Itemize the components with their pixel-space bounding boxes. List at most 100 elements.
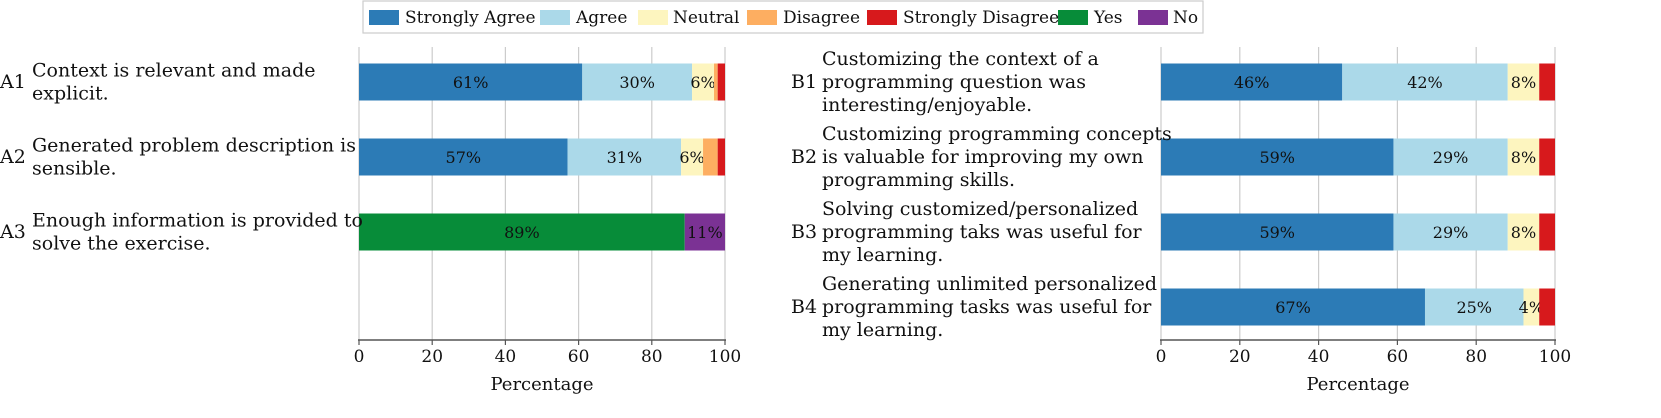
data-label-b2-strongly-agree: 59% (1259, 148, 1295, 167)
x-tick-label-a-80: 80 (641, 347, 663, 367)
row-id-a3: A3 (0, 221, 26, 243)
bar-b4-strongly-agree (1161, 288, 1425, 326)
row-id-b3: B3 (791, 221, 817, 243)
row-label-a2-line-1: Generated problem description is (32, 135, 356, 157)
bar-b1-strongly-disagree (1539, 63, 1555, 101)
legend-label-strongly-disagree: Strongly Disagree (903, 8, 1059, 28)
data-label-b4-strongly-agree: 67% (1275, 298, 1311, 317)
row-label-b4-line-3: my learning. (822, 319, 943, 341)
bar-b2-strongly-disagree (1539, 138, 1555, 176)
bar-a2-neutral (681, 138, 704, 176)
row-label-a3-line-1: Enough information is provided to (32, 210, 363, 232)
data-label-a2-agree: 31% (607, 148, 643, 167)
row-label-b3-line-3: my learning. (822, 244, 943, 266)
row-id-b4: B4 (791, 296, 817, 318)
bar-b2-strongly-agree (1161, 138, 1394, 176)
data-label-a1-strongly-agree: 61% (453, 73, 489, 92)
row-label-b1-line-2: programming question was (822, 71, 1086, 93)
legend-swatch-disagree (747, 10, 777, 25)
x-axis-title-a: Percentage (490, 374, 593, 395)
legend-label-no: No (1173, 8, 1198, 28)
bar-b3-strongly-agree (1161, 213, 1394, 251)
x-tick-label-a-20: 20 (421, 347, 443, 367)
bar-a2-strongly-disagree (717, 138, 725, 176)
legend-label-agree: Agree (575, 8, 627, 28)
row-id-b2: B2 (791, 146, 817, 168)
legend-swatch-strongly-agree (369, 10, 399, 25)
data-label-b2-agree: 29% (1433, 148, 1469, 167)
data-label-b4-agree: 25% (1456, 298, 1492, 317)
data-label-b3-agree: 29% (1433, 223, 1469, 242)
bar-a2-disagree (703, 138, 718, 176)
bar-a2-agree (567, 138, 682, 176)
data-label-b1-agree: 42% (1407, 73, 1443, 92)
x-tick-label-a-100: 100 (709, 347, 741, 367)
legend-label-disagree: Disagree (783, 8, 860, 28)
chart-panel-a: 0 20 40 60 80 100 Percentage 61% 30% 6% A1 Context … (0, 47, 741, 395)
row-label-b3-line-1: Solving customized/personalized (822, 198, 1138, 220)
x-tick-label-b-80: 80 (1465, 347, 1487, 367)
row-label-a1-line-1: Context is relevant and made (32, 60, 316, 82)
row-label-b2-line-1: Customizing programming concepts (822, 123, 1172, 145)
legend: Strongly Agree Agree Neutral Disagree Strong… (362, 0, 1204, 34)
legend-label-yes: Yes (1093, 8, 1123, 28)
bar-b3-agree (1393, 213, 1508, 251)
bar-a1-strongly-agree (359, 63, 583, 101)
data-label-b3-neutral: 8% (1511, 223, 1536, 242)
legend-swatch-agree (540, 10, 570, 25)
row-id-a1: A1 (0, 71, 26, 93)
row-label-a1-line-2: explicit. (32, 83, 109, 105)
x-tick-label-b-40: 40 (1308, 347, 1330, 367)
legend-label-neutral: Neutral (673, 8, 739, 28)
bar-a1-neutral (692, 63, 715, 101)
data-label-a1-neutral: 6% (690, 73, 715, 92)
x-tick-label-b-100: 100 (1539, 347, 1571, 367)
x-tick-label-b-0: 0 (1156, 347, 1167, 367)
bar-a3-yes (359, 213, 685, 251)
data-label-a3-yes: 89% (504, 223, 540, 242)
bar-a1-agree (582, 63, 693, 101)
row-label-a3-line-2: solve the exercise. (32, 233, 210, 255)
row-label-a2-line-2: sensible. (32, 158, 117, 180)
row-label-b4-line-1: Generating unlimited personalized (822, 273, 1157, 295)
data-label-a3-no: 11% (687, 223, 723, 242)
data-label-b2-neutral: 8% (1511, 148, 1536, 167)
bar-a1-disagree (714, 63, 718, 101)
data-label-b4-neutral: 4% (1519, 298, 1544, 317)
data-label-b1-strongly-agree: 46% (1234, 73, 1270, 92)
bar-b2-agree (1393, 138, 1508, 176)
row-id-a2: A2 (0, 146, 26, 168)
legend-swatch-neutral (638, 10, 668, 25)
x-tick-label-b-20: 20 (1229, 347, 1251, 367)
x-tick-label-a-60: 60 (568, 347, 590, 367)
bar-b1-strongly-agree (1161, 63, 1343, 101)
bar-b4-neutral (1523, 288, 1540, 326)
bar-b1-neutral (1507, 63, 1540, 101)
row-label-b1-line-1: Customizing the context of a (822, 48, 1099, 70)
row-label-b2-line-2: is valuable for improving my own (822, 146, 1143, 168)
legend-swatch-yes (1058, 10, 1088, 25)
legend-swatch-no (1138, 10, 1168, 25)
bar-b4-agree (1424, 288, 1524, 326)
legend-label-strongly-agree: Strongly Agree (405, 8, 536, 28)
bar-b4-strongly-disagree (1539, 288, 1555, 326)
data-label-b3-strongly-agree: 59% (1259, 223, 1295, 242)
data-label-a2-neutral: 6% (679, 148, 704, 167)
row-label-b3-line-2: programming taks was useful for (822, 221, 1143, 243)
bar-a1-strongly-disagree (717, 63, 725, 101)
row-label-b2-line-3: programming skills. (822, 169, 1015, 191)
data-label-a2-strongly-agree: 57% (446, 148, 482, 167)
row-id-b1: B1 (791, 71, 817, 93)
bar-b1-agree (1342, 63, 1508, 101)
row-label-b1-line-3: interesting/enjoyable. (822, 94, 1032, 116)
data-label-a1-agree: 30% (619, 73, 655, 92)
data-label-b1-neutral: 8% (1511, 73, 1536, 92)
x-tick-label-b-60: 60 (1387, 347, 1409, 367)
bar-b3-neutral (1507, 213, 1540, 251)
bar-a3-no (684, 213, 725, 251)
bar-a2-strongly-agree (359, 138, 568, 176)
x-axis-title-b: Percentage (1306, 374, 1409, 395)
row-label-b4-line-2: programming tasks was useful for (822, 296, 1152, 318)
